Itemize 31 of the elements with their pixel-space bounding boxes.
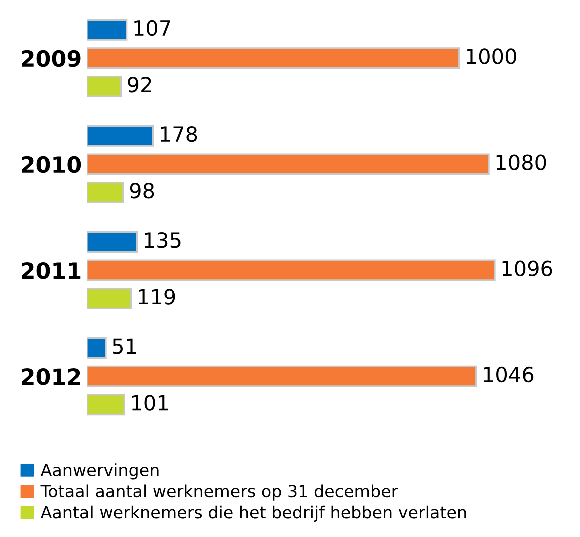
data-label: 101 xyxy=(132,395,168,411)
bar xyxy=(87,260,496,282)
bar xyxy=(87,366,478,388)
bar xyxy=(87,288,132,310)
bar xyxy=(87,76,122,98)
bar xyxy=(87,154,490,176)
data-label: 1080 xyxy=(496,154,546,170)
legend-label: Totaal aantal werknemers op 31 december xyxy=(40,484,398,501)
bar xyxy=(87,19,128,41)
bar xyxy=(87,338,107,360)
legend-label: Aanwervingen xyxy=(40,464,159,480)
bar xyxy=(87,394,126,416)
bar xyxy=(87,182,124,204)
data-label: 1046 xyxy=(484,366,534,383)
y-tick-label: 2012 xyxy=(22,368,80,386)
data-label: 178 xyxy=(161,126,198,142)
bar xyxy=(87,232,138,253)
data-label: 107 xyxy=(134,20,170,36)
data-label: 119 xyxy=(139,289,176,305)
bar xyxy=(87,48,460,70)
bar xyxy=(87,125,154,147)
y-tick-label: 2011 xyxy=(22,262,81,280)
data-label: 92 xyxy=(128,76,152,93)
data-label: 1000 xyxy=(467,48,516,64)
data-label: 135 xyxy=(145,232,181,248)
data-label: 51 xyxy=(113,338,136,354)
y-tick-label: 2009 xyxy=(22,50,81,68)
data-label: 1096 xyxy=(502,260,552,277)
y-tick-label: 2010 xyxy=(22,156,82,174)
legend-label: Aantal werknemers die het bedrijf hebben verlaten xyxy=(40,506,466,522)
data-label: 98 xyxy=(130,183,154,199)
